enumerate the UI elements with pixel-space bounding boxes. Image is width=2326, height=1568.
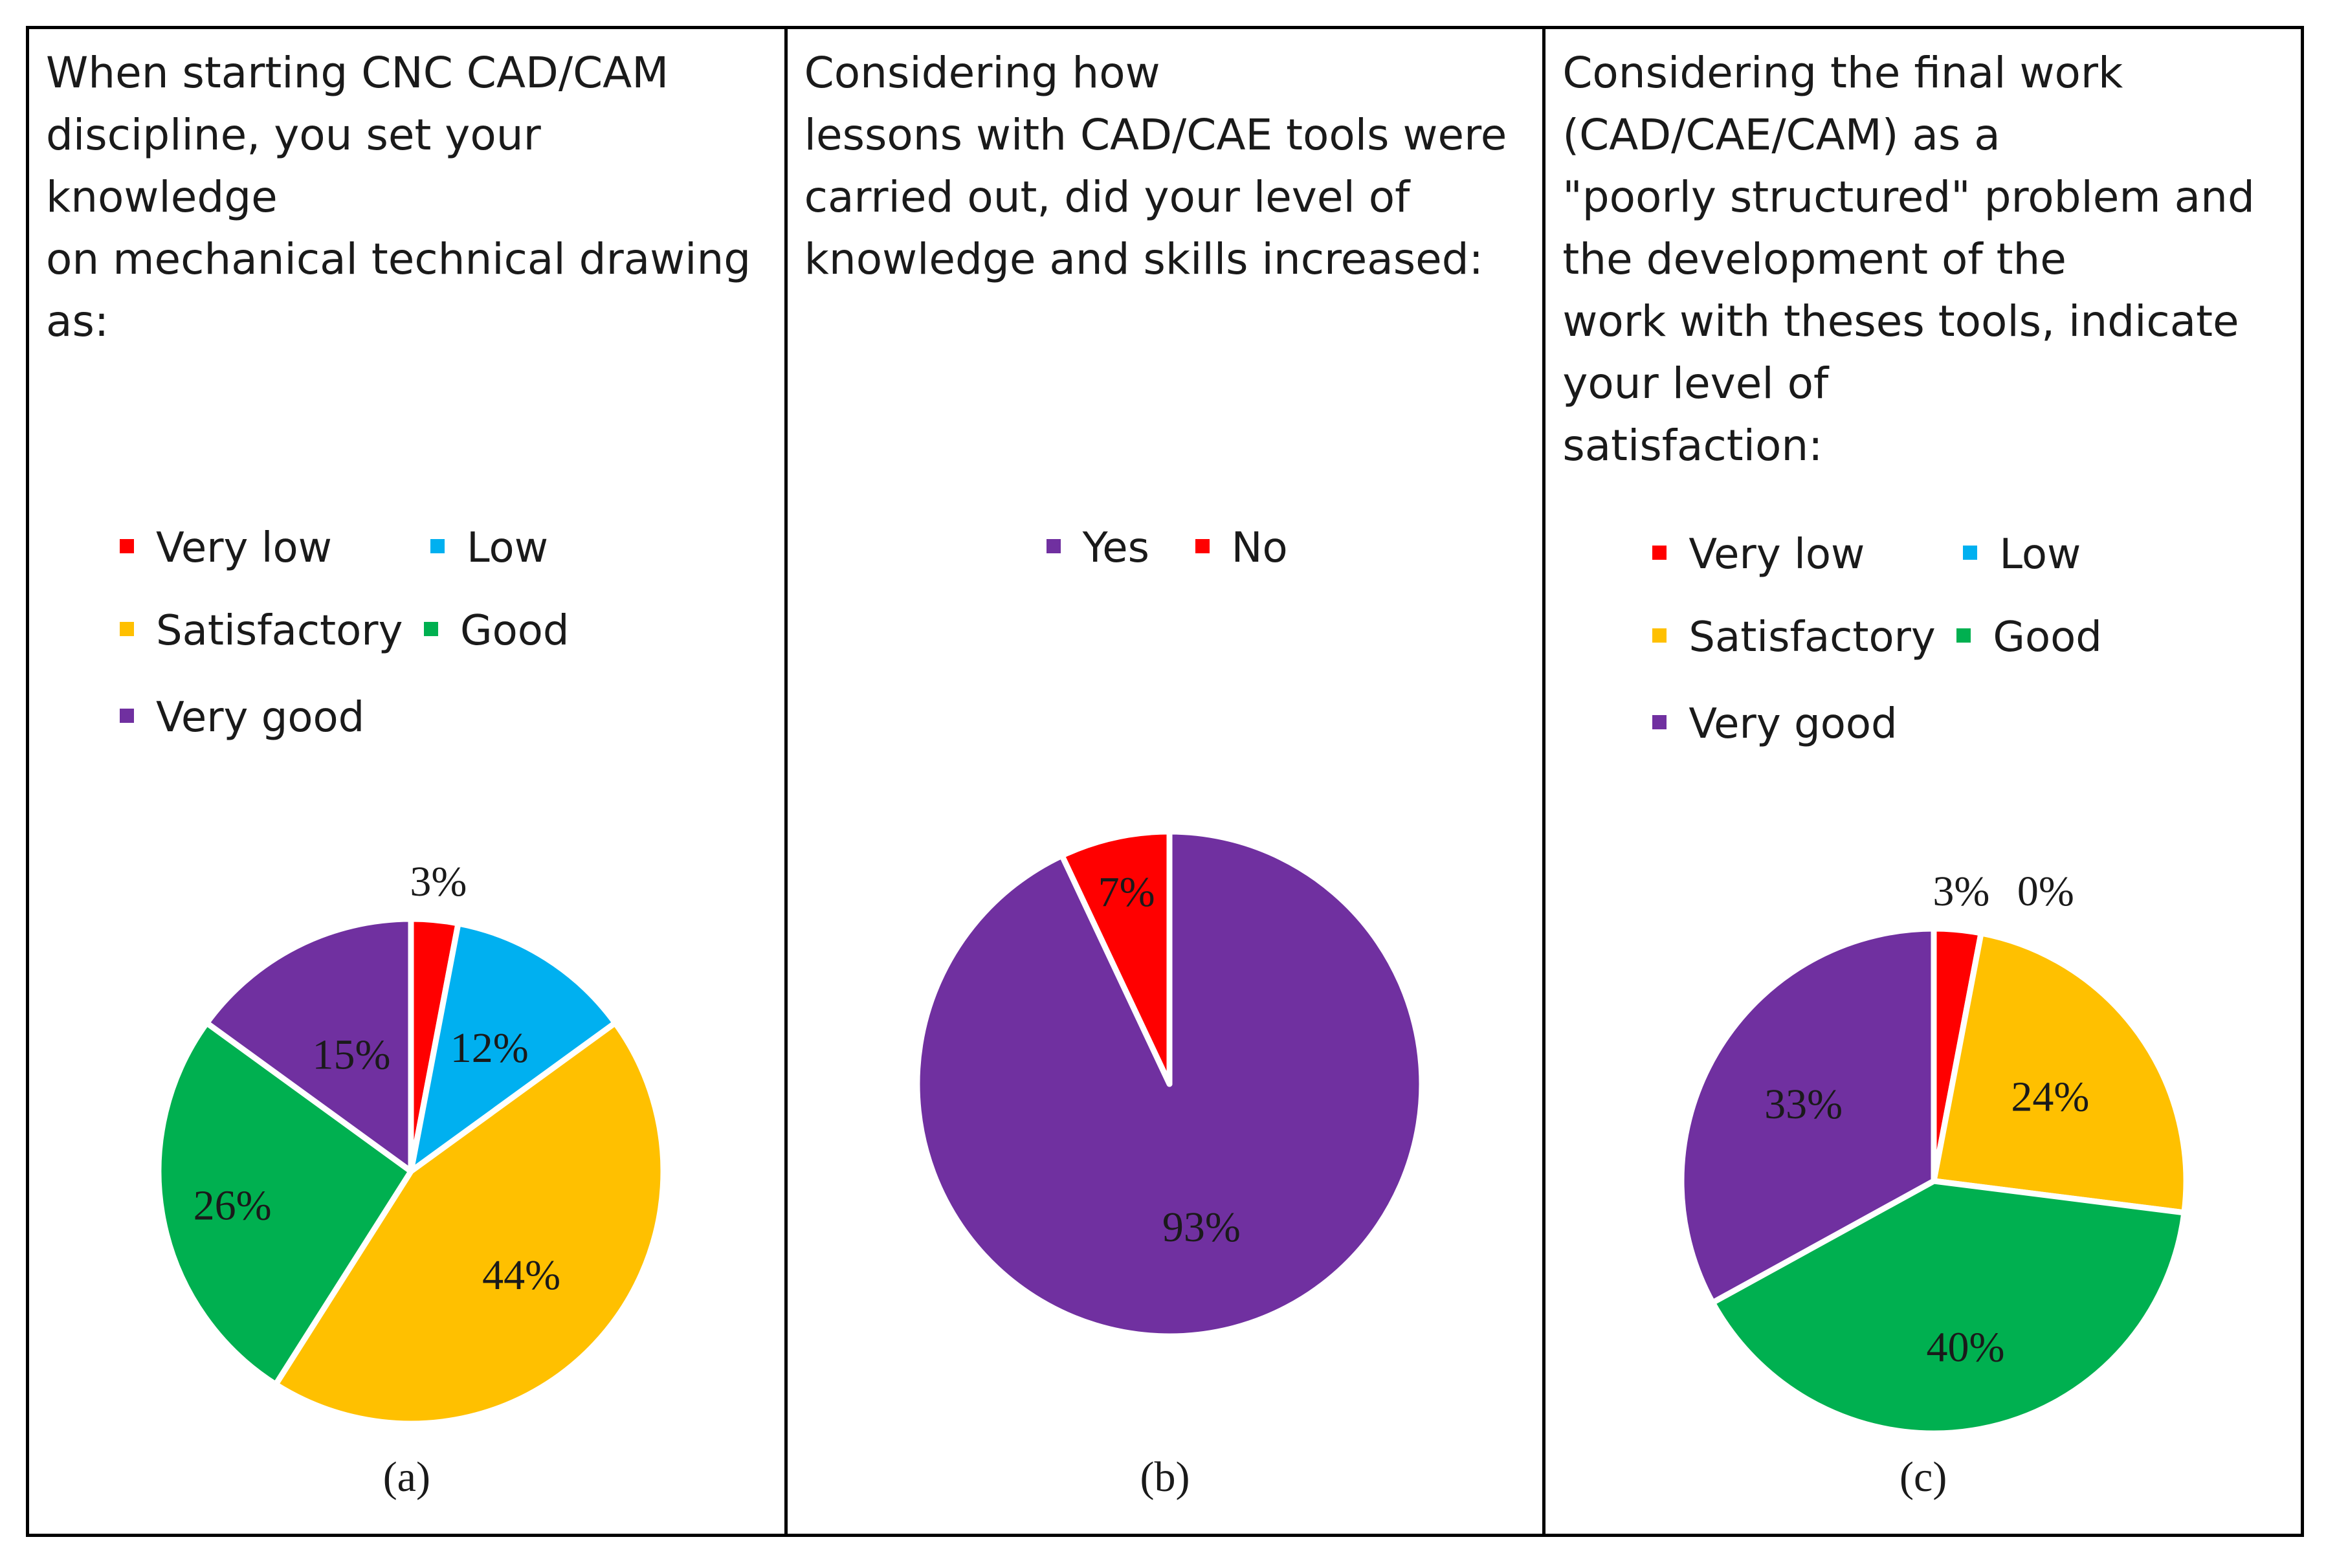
legend-item-very-low: Very low	[1652, 534, 1865, 575]
legend-label: Satisfactory	[156, 607, 403, 655]
legend-item-very-low: Very low	[120, 527, 332, 569]
pie-slice-satisfactory	[1931, 930, 2189, 1216]
legend-label: Low	[1999, 531, 2081, 579]
panel-b: Considering how lessons with CAD/CAE too…	[788, 29, 1546, 1534]
panel-c-caption: (c)	[1900, 1453, 1947, 1501]
pie-label-low: 0%	[2017, 868, 2074, 915]
pie-label-very-good: 15%	[312, 1031, 390, 1078]
legend-label: Good	[460, 607, 570, 655]
panel-c-question: Considering the final work (CAD/CAE/CAM)…	[1562, 48, 2255, 470]
legend-item-good: Good	[1956, 617, 2102, 658]
legend-swatch-very-low	[1652, 546, 1667, 560]
legend-label: No	[1231, 524, 1288, 572]
legend-item-very-good: Very good	[120, 697, 364, 738]
pie-label-no: 7%	[1098, 868, 1155, 916]
pie-slice-very-good	[1678, 925, 1937, 1306]
legend-swatch-very-low	[120, 539, 134, 554]
legend-swatch-satisfactory	[1652, 628, 1667, 643]
legend-swatch-no	[1195, 539, 1210, 554]
legend-swatch-very-good	[120, 709, 134, 723]
panel-a-question: When starting CNC CAD/CAM discipline, yo…	[46, 48, 751, 346]
legend-swatch-satisfactory	[120, 622, 134, 637]
legend-label: Very good	[156, 694, 365, 742]
pie-slice-low	[408, 920, 619, 1175]
pie-label-low: 12%	[450, 1024, 529, 1072]
figure-frame: When starting CNC CAD/CAM discipline, yo…	[26, 26, 2304, 1537]
legend-label: Very low	[156, 524, 332, 572]
pie-slice-satisfactory	[272, 1020, 667, 1427]
panel-a: When starting CNC CAD/CAM discipline, yo…	[29, 29, 788, 1534]
pie-label-very-low: 3%	[410, 858, 467, 905]
pie-label-good: 40%	[1927, 1324, 2005, 1371]
legend-item-good: Good	[424, 610, 570, 652]
legend-item-satisfactory: Satisfactory	[120, 610, 403, 652]
legend-swatch-low	[430, 539, 445, 554]
legend-label: Very low	[1689, 531, 1865, 579]
panel-c: Considering the final work (CAD/CAE/CAM)…	[1545, 29, 2301, 1534]
pie-slice-very-good	[203, 916, 414, 1175]
pie-chart-c: 3% 0% 24% 40% 33%	[1678, 868, 2189, 1437]
legend-swatch-good	[1956, 628, 1971, 643]
pie-label-satisfactory: 24%	[2011, 1073, 2090, 1120]
pie-label-satisfactory: 44%	[482, 1252, 560, 1299]
legend-swatch-good	[424, 622, 438, 637]
panel-a-caption: (a)	[382, 1453, 430, 1501]
pie-chart-b: 93% 7%	[914, 828, 1425, 1340]
legend-item-yes: Yes	[1046, 524, 1149, 572]
legend-swatch-low	[1963, 546, 1978, 560]
legend-label: Low	[467, 524, 549, 572]
panel-b-caption: (b)	[1140, 1453, 1190, 1501]
pie-slice-good	[1710, 1178, 2188, 1437]
legend-item-low: Low	[430, 527, 548, 569]
legend-swatch-very-good	[1652, 715, 1667, 730]
legend-item-low: Low	[1963, 534, 2081, 575]
legend-item-satisfactory: Satisfactory	[1652, 617, 1936, 658]
pie-label-very-good: 33%	[1764, 1081, 1843, 1128]
pie-slice-good	[155, 1020, 414, 1387]
pie-label-good: 26%	[194, 1182, 272, 1230]
legend-label: Satisfactory	[1689, 613, 1936, 661]
legend-label: Yes	[1082, 524, 1149, 572]
legend-item-very-good: Very good	[1652, 700, 1898, 748]
pie-chart-a: 3% 12% 44% 26% 15%	[155, 858, 667, 1427]
pie-label-yes: 93%	[1162, 1204, 1241, 1251]
legend-label: Very good	[1689, 700, 1898, 748]
legend-swatch-yes	[1046, 539, 1061, 554]
legend-label: Good	[1993, 613, 2102, 661]
panel-b-question: Considering how lessons with CAD/CAE too…	[804, 48, 1507, 284]
legend-item-no: No	[1195, 527, 1288, 569]
pie-label-very-low: 3%	[1933, 868, 1990, 915]
pie-slice-no	[1059, 828, 1173, 1087]
